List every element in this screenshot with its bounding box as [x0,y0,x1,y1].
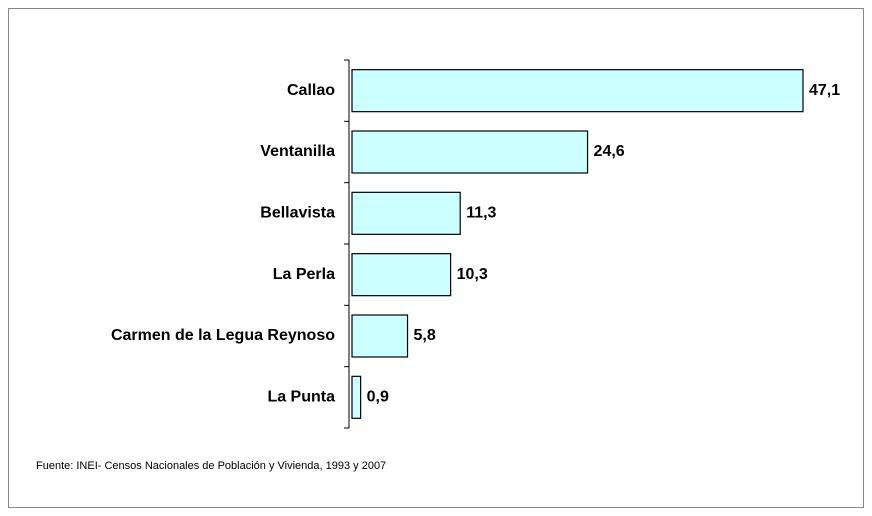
bar [351,191,461,235]
category-label: Bellavista [260,205,335,222]
bar [351,253,452,297]
value-label: 10,3 [457,266,488,283]
value-label: 11,3 [466,205,496,222]
category-label: Callao [287,82,335,99]
value-label: 24,6 [594,143,625,160]
value-label: 0,9 [367,389,389,406]
category-label: Carmen de la Legua Reynoso [111,327,335,344]
source-note: Fuente: INEI- Censos Nacionales de Pobla… [36,460,386,472]
value-label: 5,8 [414,327,436,344]
bar [351,130,589,174]
category-label: La Perla [273,266,335,283]
value-label: 47,1 [809,82,840,99]
category-label: La Punta [267,389,335,406]
bar [351,314,409,358]
bar [351,69,804,113]
bar [351,375,362,419]
category-label: Ventanilla [260,143,335,160]
